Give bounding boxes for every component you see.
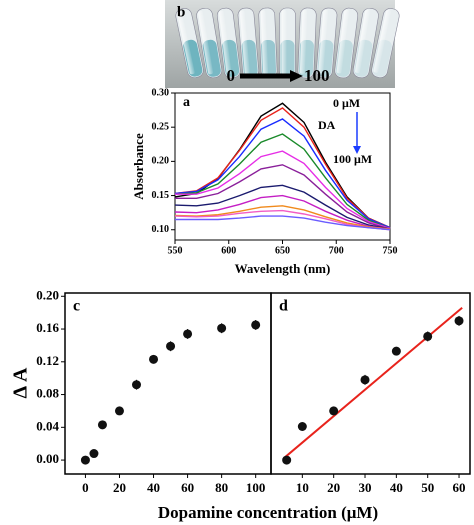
x-tick-label: 550	[168, 245, 183, 256]
photo: b 0 100	[165, 0, 400, 88]
x-tick-label: 650	[275, 245, 290, 256]
tube	[196, 7, 223, 79]
spectrum-line	[175, 215, 391, 231]
x-tick-label: 750	[383, 245, 398, 256]
x-tick-label: 700	[329, 245, 344, 256]
tube-shine	[198, 10, 214, 75]
spectrum-line	[174, 209, 391, 231]
x-tick-label: 80	[215, 480, 228, 495]
panel-label: b	[177, 4, 185, 20]
spectrum-line	[174, 184, 391, 230]
tube-shine	[177, 11, 195, 75]
panel-label: c	[73, 298, 80, 315]
x-tick-label: 40	[390, 480, 403, 495]
data-point	[114, 406, 124, 416]
fit-line	[282, 306, 463, 460]
tube-shine	[355, 9, 371, 74]
data-point	[297, 421, 307, 431]
scale-end: 100	[304, 66, 330, 85]
data-point	[97, 420, 107, 430]
y-axis-title: Absorbance	[131, 133, 146, 200]
data-point	[251, 320, 261, 330]
tube	[216, 7, 241, 79]
data-point	[183, 329, 193, 339]
data-point	[217, 323, 227, 333]
tubes	[175, 7, 400, 79]
x-tick-label: 0	[82, 480, 89, 495]
spectrum-line	[175, 150, 391, 230]
y-tick-label: 0.00	[36, 451, 59, 466]
tube-shine	[373, 9, 391, 73]
spectrum-line	[174, 118, 391, 229]
x-axis-title: Dopamine concentration (μM)	[158, 503, 378, 522]
tube	[316, 7, 338, 79]
tube-shine	[299, 9, 308, 74]
x-tick-label: 50	[421, 480, 434, 495]
tube	[175, 8, 204, 78]
annotation: DA	[318, 118, 336, 132]
tube	[371, 8, 400, 78]
plot-frame	[270, 292, 471, 475]
y-tick-label: 0.08	[36, 386, 59, 401]
scale-arrowhead	[290, 70, 303, 82]
tube	[279, 7, 296, 79]
tube-shine	[260, 10, 269, 75]
data-point	[329, 406, 339, 416]
spectrum-line	[174, 107, 391, 229]
tube-shine	[239, 10, 250, 75]
tube	[334, 7, 359, 79]
y-tick-label: 0.30	[152, 87, 170, 98]
scale-start: 0	[227, 66, 236, 85]
x-tick-label: 600	[221, 245, 236, 256]
data-point	[282, 455, 292, 465]
x-tick-label: 40	[147, 480, 160, 495]
y-tick-label: 0.10	[152, 224, 170, 235]
y-tick-label: 0.15	[152, 190, 170, 201]
data-point	[149, 354, 159, 364]
x-tick-label: 60	[181, 480, 194, 495]
tube	[237, 7, 259, 79]
x-tick-label: 20	[113, 480, 126, 495]
data-point	[80, 455, 90, 465]
panel-label: a	[183, 95, 190, 110]
spectrum-line	[175, 164, 391, 230]
x-tick-label: 100	[246, 480, 266, 495]
panel-label: d	[279, 298, 288, 315]
x-tick-label: 60	[453, 480, 466, 495]
spectrum-line	[174, 205, 391, 230]
data-point	[132, 380, 142, 390]
spectrum-line	[174, 133, 391, 230]
tube	[352, 7, 379, 79]
x-tick-label: 10	[296, 480, 309, 495]
annotation-arrowhead	[353, 146, 361, 154]
annotation: 0 μM	[333, 96, 360, 110]
spectrum-line	[174, 194, 391, 230]
y-tick-label: 0.20	[152, 156, 170, 167]
data-point	[166, 341, 176, 351]
y-tick-label: 0.04	[36, 418, 59, 433]
plot-frame	[64, 292, 272, 475]
y-tick-label: 0.20	[36, 287, 59, 302]
y-tick-label: 0.25	[152, 121, 170, 132]
tube	[258, 7, 278, 79]
x-tick-label: 20	[327, 480, 340, 495]
tube-shine	[318, 9, 329, 74]
x-tick-label: 30	[359, 480, 372, 495]
y-axis-title: Δ A	[10, 367, 32, 398]
data-point	[89, 449, 99, 459]
y-tick-label: 0.16	[36, 320, 59, 335]
y-tick-label: 0.12	[36, 353, 59, 368]
data-point	[454, 316, 464, 326]
tube-shine	[336, 9, 350, 74]
tube-shine	[281, 10, 287, 74]
tube-shine	[218, 10, 232, 75]
data-point	[391, 346, 401, 356]
data-point	[360, 375, 370, 385]
tube	[297, 7, 317, 79]
annotation: 100 μM	[333, 152, 372, 166]
data-point	[423, 331, 433, 341]
x-axis-title: Wavelength (nm)	[235, 261, 331, 276]
